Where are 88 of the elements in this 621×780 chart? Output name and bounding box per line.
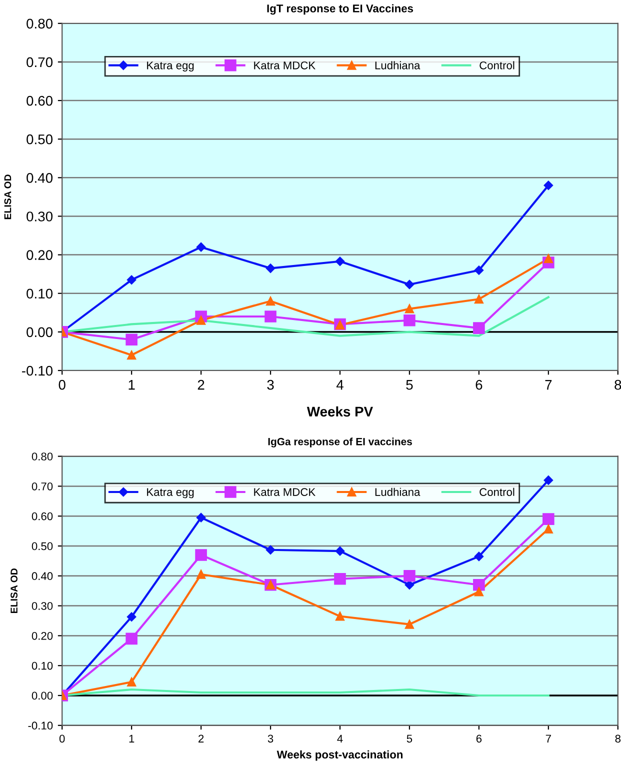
x-axis-title: Weeks PV (306, 406, 373, 417)
point (404, 314, 416, 326)
x-tick-label: 1 (128, 380, 135, 390)
point (542, 513, 554, 525)
y-tick-label: 0.20 (32, 632, 53, 640)
y-tick-label: 0.50 (26, 134, 53, 144)
legend-label: Katra egg (147, 62, 194, 72)
point (266, 296, 276, 306)
chart-title: IgGa response of EI vaccines (268, 438, 412, 448)
x-tick-label: 7 (546, 734, 551, 742)
point (474, 587, 484, 596)
point (474, 266, 484, 275)
point (474, 552, 484, 562)
point (335, 256, 345, 266)
y-tick-label: 0.60 (32, 512, 53, 520)
point (404, 580, 414, 590)
point (195, 549, 207, 561)
y-tick-label: 0.30 (26, 212, 53, 222)
x-tick-label: 5 (406, 734, 412, 743)
legend-label: Ludhiana (375, 61, 420, 70)
x-tick-label: 2 (198, 380, 204, 390)
y-tick-label: 0.00 (26, 327, 53, 338)
point (196, 242, 206, 252)
point (404, 570, 416, 582)
point (404, 280, 414, 290)
x-tick-label: 1 (129, 734, 134, 742)
point (474, 294, 484, 304)
point (544, 476, 554, 485)
legend-label: Control (480, 488, 514, 496)
y-tick-label: 0.40 (32, 572, 53, 580)
point (473, 322, 485, 334)
y-tick-label: -0.10 (28, 722, 53, 730)
point (126, 275, 136, 284)
point (544, 524, 553, 534)
point (127, 678, 136, 687)
x-tick-label: 4 (336, 380, 344, 390)
y-tick-label: 0.10 (26, 288, 53, 299)
point (404, 304, 414, 314)
legend-label: Control (480, 61, 514, 70)
point (266, 545, 276, 555)
y-tick-label: 0.30 (32, 602, 53, 610)
point (126, 612, 136, 622)
y-tick-label: 0.80 (32, 452, 53, 460)
y-tick-label: 0.10 (32, 662, 53, 670)
x-tick-label: 6 (476, 734, 482, 743)
y-axis-title: ELISA OD (10, 568, 18, 613)
point (334, 572, 346, 585)
y-tick-label: -0.10 (22, 366, 53, 376)
point (126, 632, 138, 645)
x-axis-title: Weeks post-vaccination (276, 750, 403, 761)
point (196, 512, 206, 522)
legend-label: Katra egg (147, 488, 194, 498)
y-tick-label: 0.40 (26, 173, 53, 183)
point (196, 316, 206, 325)
x-tick-label: 3 (267, 380, 274, 390)
y-tick-label: 0.70 (32, 482, 53, 490)
point (473, 578, 485, 591)
point (264, 310, 276, 322)
y-axis-title: ELISA OD (4, 174, 12, 220)
x-tick-label: 2 (198, 734, 204, 742)
point (404, 620, 414, 629)
point (196, 570, 206, 579)
legend-label: Ludhiana (375, 488, 420, 496)
x-tick-label: 0 (58, 380, 66, 390)
y-tick-label: 0.20 (26, 250, 53, 260)
point (266, 264, 276, 273)
y-tick-label: 0.50 (32, 542, 53, 550)
y-tick-label: 0.70 (26, 57, 53, 68)
legend-label: Katra MDCK (254, 488, 316, 496)
chart-title: IgT response to EI Vaccines (267, 4, 414, 15)
y-tick-label: 0.00 (32, 692, 53, 700)
point (544, 180, 554, 190)
y-tick-label: 0.80 (26, 18, 53, 29)
point (335, 546, 345, 556)
x-tick-label: 5 (406, 380, 413, 390)
point (544, 254, 553, 264)
point (126, 334, 138, 346)
legend-label: Katra MDCK (254, 61, 316, 70)
x-tick-label: 0 (59, 734, 65, 743)
point (335, 612, 345, 621)
x-tick-label: 8 (614, 380, 621, 390)
y-tick-label: 0.60 (26, 96, 53, 106)
x-tick-label: 3 (268, 734, 274, 743)
x-tick-label: 4 (337, 734, 343, 742)
point (127, 350, 136, 360)
x-tick-label: 7 (545, 380, 552, 390)
x-tick-label: 8 (615, 734, 620, 743)
x-tick-label: 6 (476, 380, 482, 390)
